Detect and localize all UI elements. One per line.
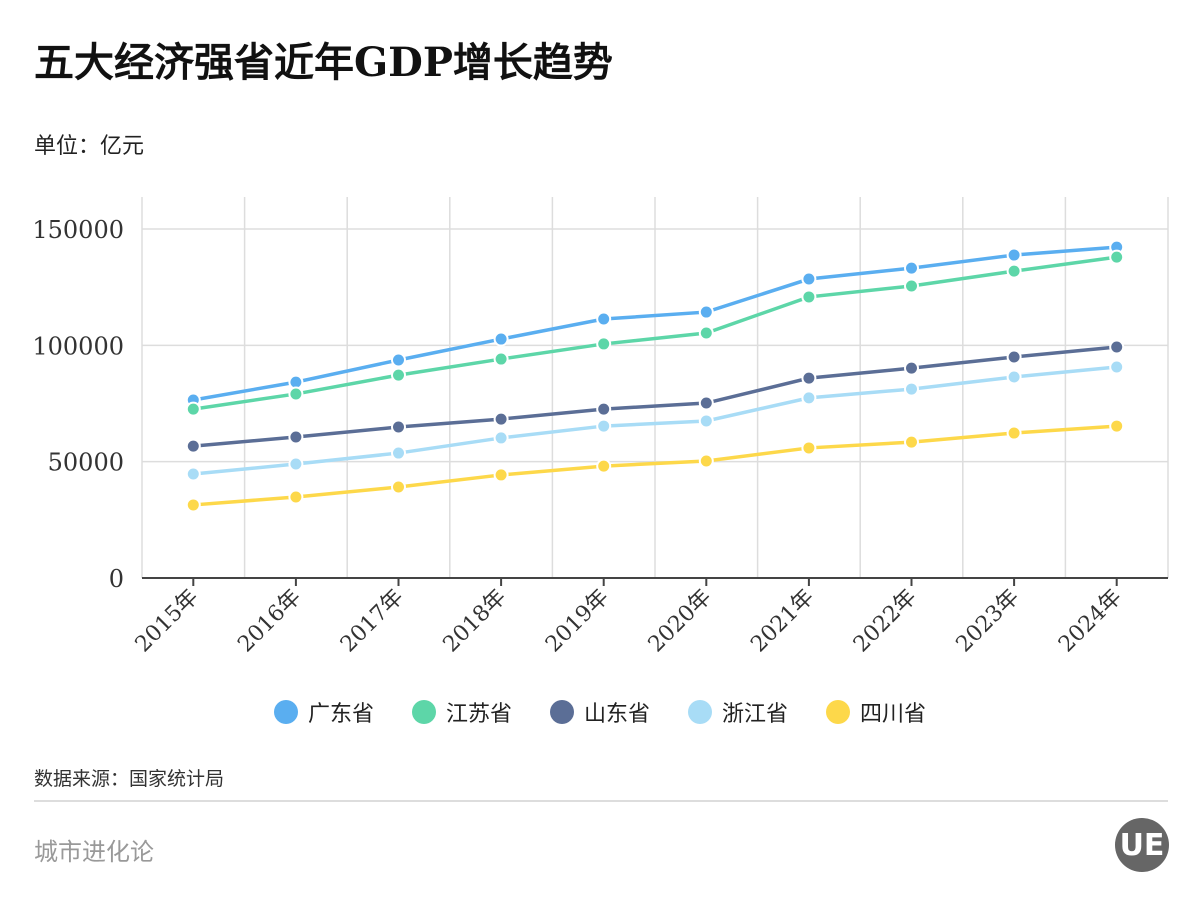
- legend-marker: [411, 700, 436, 724]
- data-point: [185, 497, 201, 513]
- legend-item: 山东省: [549, 696, 650, 728]
- legend-item: 四川省: [826, 696, 926, 728]
- series-line: [192, 245, 1117, 402]
- data-point: [596, 311, 612, 327]
- data-point: [698, 413, 714, 429]
- data-point: [185, 401, 201, 417]
- data-point: [1109, 418, 1125, 434]
- data-point: [185, 466, 201, 482]
- y-tick-label: 50000: [48, 449, 124, 477]
- data-point: [391, 367, 406, 383]
- x-tick-label: 2019年: [541, 585, 614, 658]
- data-point: [801, 271, 817, 287]
- y-tick-label: 150000: [32, 216, 124, 244]
- y-tick-label: 100000: [32, 332, 124, 360]
- legend-marker: [549, 700, 574, 724]
- data-point: [801, 440, 817, 456]
- series-line: [193, 365, 1117, 476]
- x-tick-label: 2020年: [644, 585, 717, 658]
- legend-label: 四川省: [860, 702, 927, 727]
- data-point: [185, 438, 201, 454]
- data-point: [391, 445, 406, 461]
- x-tick-label: 2017年: [336, 585, 409, 658]
- data-point: [801, 289, 817, 305]
- data-point: [1006, 369, 1022, 385]
- data-point: [698, 395, 714, 411]
- data-point: [904, 381, 919, 397]
- series-line: [193, 345, 1117, 448]
- data-point: [493, 351, 509, 367]
- data-point: [1109, 249, 1125, 265]
- data-point: [288, 386, 304, 402]
- data-point: [698, 304, 714, 320]
- legend-item: 广东省: [273, 696, 374, 728]
- data-point: [288, 456, 304, 472]
- legend-marker: [273, 700, 298, 724]
- x-tick-label: 2018年: [439, 585, 512, 658]
- data-point: [698, 453, 714, 469]
- legend-label: 山东省: [583, 702, 650, 727]
- data-point: [391, 352, 406, 368]
- x-tick-label: 2022年: [849, 585, 922, 658]
- data-point: [596, 336, 612, 352]
- data-point: [493, 331, 509, 347]
- divider: [34, 800, 1168, 802]
- unit-label: 单位：亿元: [34, 134, 145, 159]
- legend-item: 浙江省: [688, 696, 788, 728]
- x-tick-label: 2016年: [233, 585, 306, 658]
- data-point: [801, 370, 817, 386]
- data-point: [1109, 339, 1125, 355]
- data-point: [904, 434, 919, 450]
- data-point: [391, 419, 406, 435]
- brand-name: 城市进化论: [34, 838, 154, 866]
- data-point: [1006, 425, 1022, 441]
- data-point: [493, 467, 509, 483]
- data-point: [801, 390, 817, 406]
- data-point: [698, 325, 714, 341]
- x-tick-label: 2015年: [131, 585, 204, 658]
- data-point: [904, 278, 919, 294]
- data-point: [1006, 349, 1022, 365]
- data-point: [1006, 263, 1022, 279]
- x-tick-label: 2024年: [1054, 585, 1127, 658]
- data-point: [288, 429, 304, 445]
- data-point: [391, 479, 406, 495]
- data-point: [596, 458, 612, 474]
- data-point: [596, 418, 612, 434]
- page-title: 五大经济强省近年GDP增长趋势: [34, 39, 613, 86]
- legend-marker: [688, 700, 712, 724]
- series-line: [193, 255, 1117, 411]
- legend-marker: [826, 700, 851, 724]
- x-tick-label: 2023年: [952, 585, 1025, 658]
- data-point: [904, 260, 919, 276]
- x-tick-label: 2021年: [746, 585, 819, 658]
- data-point: [493, 411, 509, 427]
- data-point: [904, 360, 919, 376]
- data-point: [493, 430, 509, 446]
- legend: 广东省 江苏省 山东省 浙江省 四川省: [0, 696, 1200, 728]
- source-note: 数据来源：国家统计局: [34, 768, 225, 790]
- brand-logo: UE: [1115, 818, 1169, 872]
- y-tick-label: 0: [109, 565, 124, 593]
- legend-item: 江苏省: [411, 696, 512, 728]
- series-line: [193, 424, 1117, 507]
- legend-label: 浙江省: [722, 702, 789, 727]
- data-point: [1109, 359, 1125, 375]
- data-point: [596, 401, 612, 417]
- data-point: [1006, 247, 1022, 263]
- line-chart: 0 50000 100000 150000 2015年 2016年 2017年 2018年 20…: [32, 197, 1169, 658]
- legend-label: 江苏省: [445, 702, 512, 727]
- legend-label: 广东省: [307, 702, 374, 727]
- data-point: [288, 489, 304, 505]
